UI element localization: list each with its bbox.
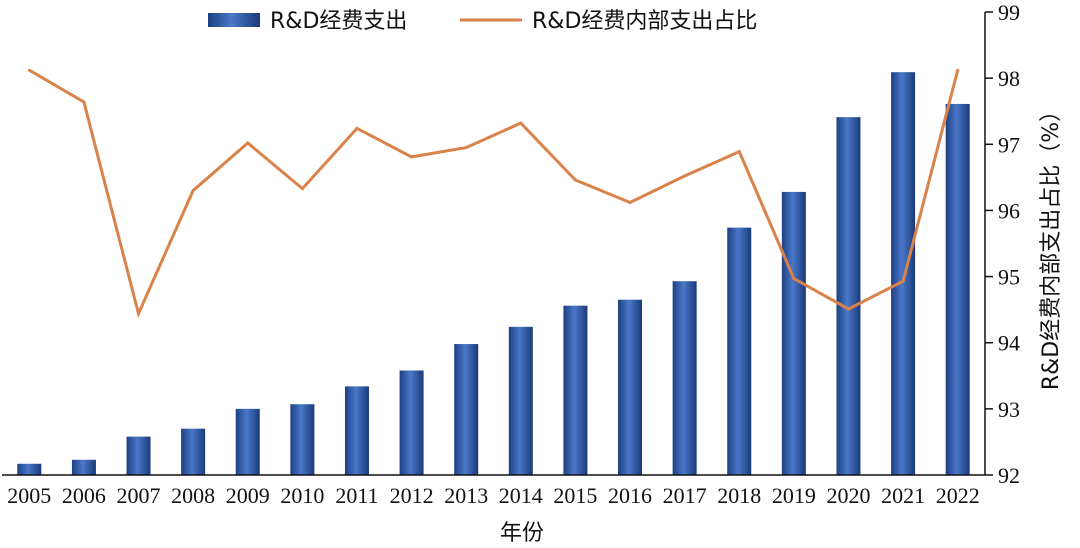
bar-2019 [781,191,806,475]
line-point-2007 [137,312,141,316]
x-tick-label: 2015 [553,483,597,508]
line-point-2006 [82,100,86,104]
line-point-2021 [901,279,905,283]
x-tick-label: 2016 [608,483,652,508]
y-tick-label: 96 [998,198,1020,223]
x-axis-title: 年份 [500,521,544,546]
line-point-2010 [300,187,304,191]
legend-bar-label: R&D经费支出 [270,9,407,34]
bar-2012 [399,370,424,475]
y-tick-label: 95 [998,265,1020,290]
legend-bar-swatch [208,13,260,27]
line-point-2020 [846,307,850,311]
x-axis-ticks: 2005 2006 2007 2008 2009 2010 2011 2012 2013 2014… [7,483,979,508]
bar-2005 [17,463,42,475]
x-tick-label: 2009 [226,483,270,508]
line-point-2005 [27,68,31,72]
bar-2008 [181,428,206,475]
y-axis-title: R&D经费内部支出占比（%） [1039,100,1064,390]
x-tick-label: 2008 [171,483,215,508]
x-tick-label: 2005 [7,483,51,508]
bar-2014 [508,326,533,475]
y-tick-label: 93 [998,397,1020,422]
y-tick-label: 97 [998,132,1020,157]
y-tick-label: 94 [998,331,1020,356]
y-tick-label: 99 [998,0,1020,25]
line-point-2018 [737,150,741,154]
line-series [27,68,960,319]
x-tick-label: 2010 [280,483,324,508]
y-tick-label: 92 [998,463,1020,488]
bars [17,72,970,475]
y-axis-ticks: 92 93 94 95 96 97 98 99 [985,0,1020,488]
x-tick-label: 2022 [936,483,980,508]
bar-2010 [290,404,315,475]
line-point-2012 [410,155,414,159]
x-tick-label: 2013 [444,483,488,508]
line-point-2011 [355,126,359,130]
y-tick-label: 98 [998,66,1020,91]
line-point-2016 [628,200,632,204]
bar-2011 [344,386,369,475]
bar-2016 [618,299,643,475]
bar-2015 [563,305,588,475]
line-point-2019 [792,277,796,281]
line-point-2017 [683,174,687,178]
x-tick-label: 2020 [826,483,870,508]
x-tick-label: 2011 [335,483,378,508]
line-point-2008 [191,189,195,193]
line-point-2014 [519,121,523,125]
x-tick-label: 2021 [881,483,925,508]
x-tick-label: 2014 [499,483,543,508]
line-path [28,68,960,319]
x-tick-label: 2018 [717,483,761,508]
x-tick-label: 2006 [62,483,106,508]
x-tick-label: 2012 [390,483,434,508]
x-tick-label: 2017 [663,483,707,508]
bar-2021 [891,72,916,475]
bar-2018 [727,227,752,475]
line-point-2009 [246,141,250,145]
line-point-2013 [464,146,468,150]
legend: R&D经费支出 R&D经费内部支出占比 [208,9,757,34]
legend-line-label: R&D经费内部支出占比 [532,9,757,34]
bar-2013 [454,344,479,475]
bar-2009 [235,408,260,475]
x-tick-label: 2019 [772,483,816,508]
bar-2017 [672,281,697,475]
bar-2022 [945,103,970,475]
bar-2007 [126,436,151,475]
line-point-2022 [956,68,960,72]
x-tick-label: 2007 [117,483,161,508]
bar-2020 [836,117,861,475]
line-point-2015 [573,178,577,182]
bar-2006 [71,459,96,475]
